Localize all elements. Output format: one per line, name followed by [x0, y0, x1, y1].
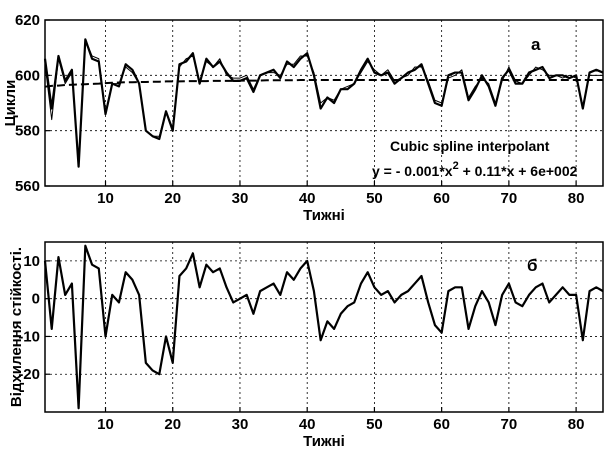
- x-tick-label: 80: [568, 416, 585, 433]
- series-line: [43, 244, 604, 410]
- x-tick-label: 30: [232, 190, 249, 207]
- panel-label: б: [527, 256, 538, 275]
- y-tick-label: 10: [23, 253, 40, 270]
- panel-label: а: [531, 35, 541, 54]
- y-axis-label: Цикли: [2, 80, 19, 127]
- y-axis-label: Відхилення стійкості.: [8, 247, 25, 407]
- series-line: [44, 38, 603, 165]
- x-tick-label: 20: [164, 416, 181, 433]
- annotation: Cubic spline interpolant: [390, 138, 550, 154]
- x-tick-label: 10: [97, 416, 114, 433]
- y-tick-label: 620: [15, 12, 40, 29]
- series-line: [44, 79, 603, 88]
- plot-area: [45, 242, 603, 412]
- x-tick-label: 40: [299, 416, 316, 433]
- plot-frame: [44, 241, 604, 413]
- x-tick-label: 50: [366, 190, 383, 207]
- x-tick-label: 70: [501, 416, 518, 433]
- panel-b: 10 20 30 40 50 60 70 80 -20 -10 0 10 Тижні Відхилення…: [8, 241, 604, 450]
- x-axis-label: Тижні: [303, 433, 345, 450]
- y-tick-label: 600: [15, 67, 40, 84]
- x-tick-label: 20: [164, 190, 181, 207]
- x-tick-label: 80: [568, 190, 585, 207]
- x-tick-label: 10: [97, 190, 114, 207]
- y-tick-label: 0: [32, 291, 40, 308]
- x-tick-label: 60: [433, 190, 450, 207]
- x-tick-label: 70: [501, 190, 518, 207]
- x-tick-label: 50: [366, 416, 383, 433]
- x-axis-label: Тижні: [303, 207, 345, 224]
- annotation: y = - 0.001*x2 + 0.11*x + 6e+002: [372, 160, 578, 179]
- x-tick-label: 40: [299, 190, 316, 207]
- y-tick-label: -10: [18, 328, 40, 345]
- x-tick-label: 30: [232, 416, 249, 433]
- panel-a: 10 20 30 40 50 60 70 80 560 580 600 620 Тижні Цикли а C…: [2, 12, 604, 224]
- y-tick-label: 560: [15, 178, 40, 195]
- y-tick-label: -20: [18, 366, 40, 383]
- y-tick-label: 580: [15, 123, 40, 140]
- x-tick-label: 60: [433, 416, 450, 433]
- plot-frame: [44, 19, 604, 187]
